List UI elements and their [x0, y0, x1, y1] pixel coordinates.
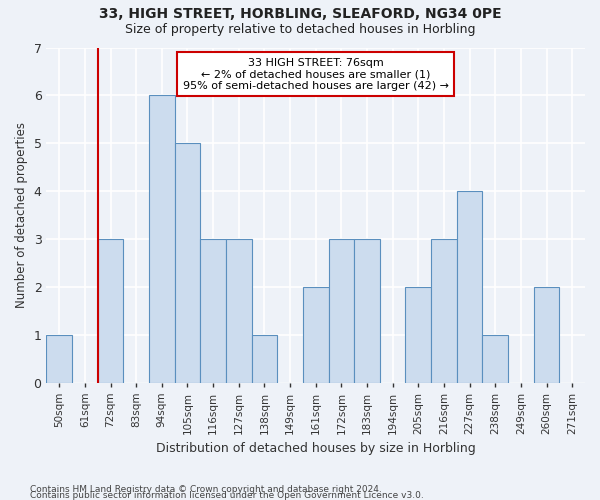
Bar [98, 239, 124, 382]
Bar [46, 334, 72, 382]
Bar [329, 239, 354, 382]
Text: 33 HIGH STREET: 76sqm
← 2% of detached houses are smaller (1)
95% of semi-detach: 33 HIGH STREET: 76sqm ← 2% of detached h… [183, 58, 449, 91]
Text: Contains public sector information licensed under the Open Government Licence v3: Contains public sector information licen… [30, 491, 424, 500]
Bar [406, 287, 431, 382]
Bar [200, 239, 226, 382]
Bar [354, 239, 380, 382]
Bar [149, 96, 175, 383]
Text: Size of property relative to detached houses in Horbling: Size of property relative to detached ho… [125, 22, 475, 36]
Bar [226, 239, 251, 382]
Bar [482, 334, 508, 382]
Bar [175, 143, 200, 382]
Bar [457, 191, 482, 382]
Bar [303, 287, 329, 382]
Bar [534, 287, 559, 382]
Text: Contains HM Land Registry data © Crown copyright and database right 2024.: Contains HM Land Registry data © Crown c… [30, 485, 382, 494]
Text: 33, HIGH STREET, HORBLING, SLEAFORD, NG34 0PE: 33, HIGH STREET, HORBLING, SLEAFORD, NG3… [98, 8, 502, 22]
Bar [251, 334, 277, 382]
X-axis label: Distribution of detached houses by size in Horbling: Distribution of detached houses by size … [156, 442, 476, 455]
Bar [431, 239, 457, 382]
Y-axis label: Number of detached properties: Number of detached properties [15, 122, 28, 308]
